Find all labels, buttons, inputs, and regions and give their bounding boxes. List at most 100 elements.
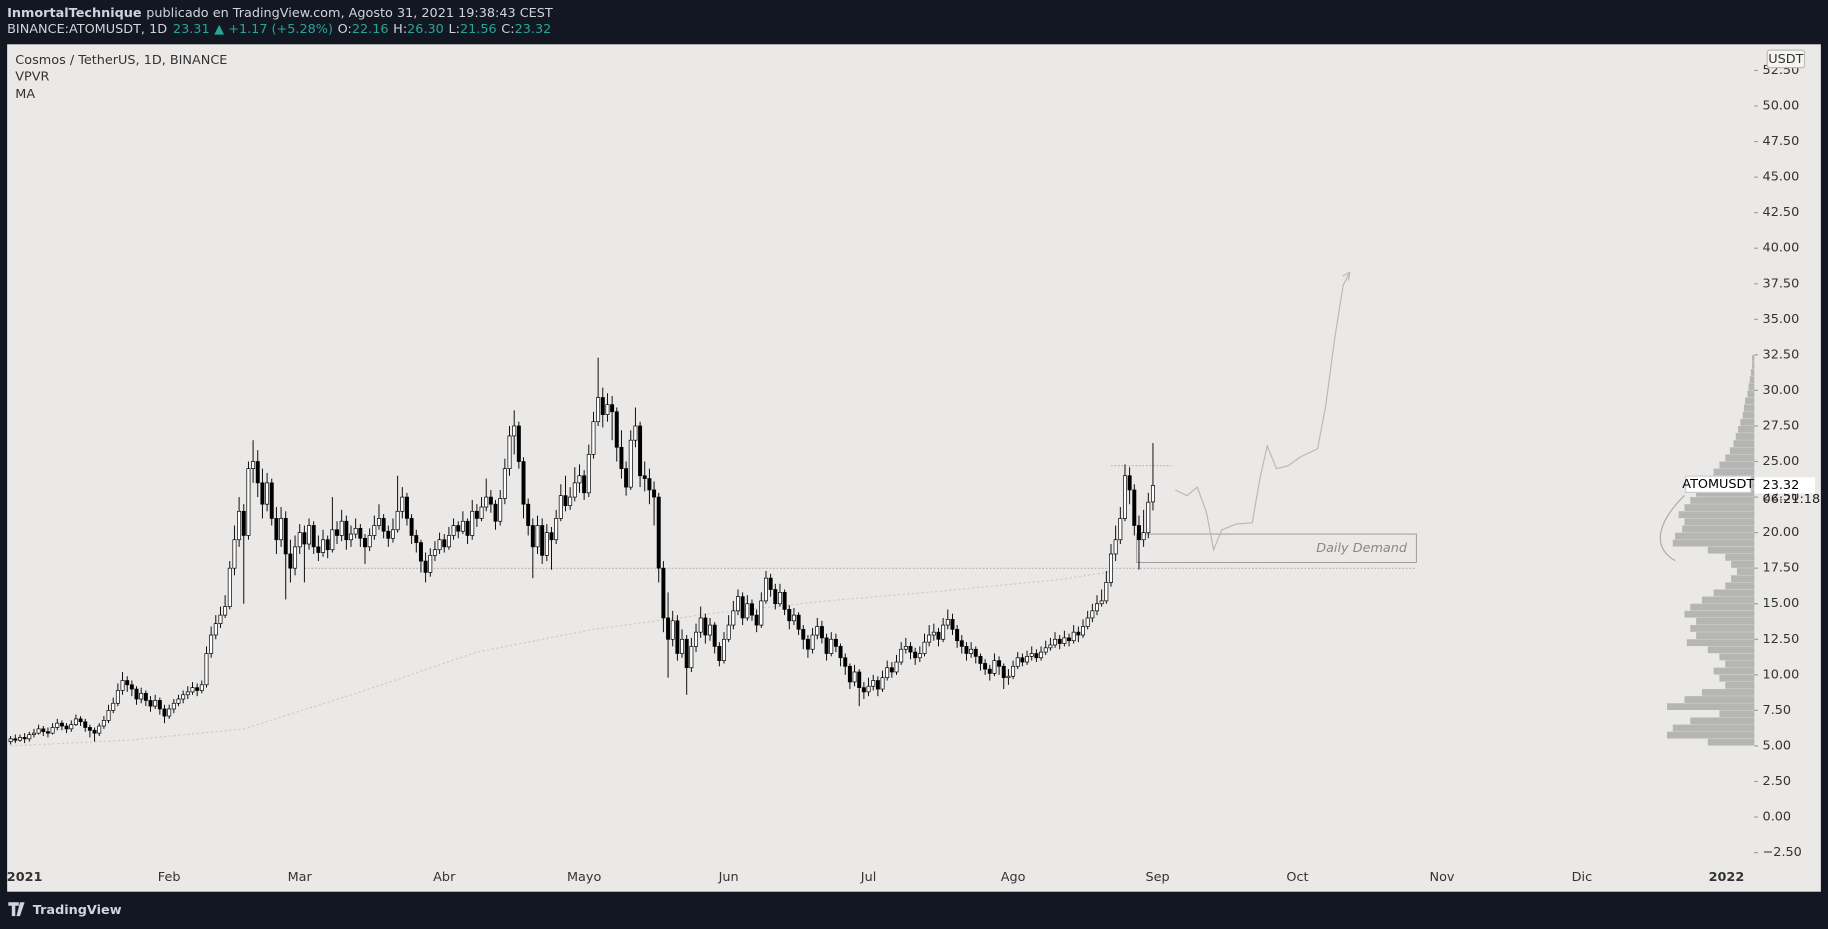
candle-body xyxy=(572,482,577,498)
candle-body xyxy=(959,640,964,647)
candle-body xyxy=(442,539,447,548)
candle-body xyxy=(1062,637,1067,644)
vpvr-bar xyxy=(1690,717,1755,725)
candle-body xyxy=(712,624,717,647)
candle-body xyxy=(596,397,601,423)
candle-body xyxy=(451,525,456,536)
vpvr-bar xyxy=(1713,589,1755,597)
y-tick-label: 5.00 xyxy=(1763,738,1792,753)
vpvr-bar xyxy=(1684,504,1755,511)
candle-body xyxy=(540,525,545,556)
candle-body xyxy=(288,553,293,569)
vpvr-bar xyxy=(1719,674,1755,682)
candle-body xyxy=(694,631,699,647)
candle-body xyxy=(670,620,675,640)
x-tick-label: Dic xyxy=(1572,870,1592,885)
candle-body xyxy=(1113,539,1118,555)
y-tick-label: 7.50 xyxy=(1763,703,1792,718)
candle-body xyxy=(507,435,512,469)
candle-body xyxy=(498,498,503,522)
candle-body xyxy=(628,439,633,488)
candle-body xyxy=(232,539,237,569)
candle-body xyxy=(139,692,144,700)
candle-body xyxy=(749,603,754,616)
candle-body xyxy=(297,532,302,548)
ohlc-label: O: xyxy=(338,22,352,37)
candle-body xyxy=(78,718,83,723)
indicator: VPVR xyxy=(15,69,49,84)
last-price: 23.31 xyxy=(173,22,210,37)
candle-body xyxy=(1136,525,1141,541)
vpvr-bar xyxy=(1696,632,1755,639)
candle-body xyxy=(1011,665,1016,677)
candle-body xyxy=(358,528,363,539)
candle-body xyxy=(293,546,298,569)
candle-body xyxy=(115,690,120,704)
countdown: 06:21:18 xyxy=(1763,492,1821,507)
candle-body xyxy=(428,555,433,573)
x-tick-label: Feb xyxy=(158,870,181,885)
candle-body xyxy=(1006,675,1011,679)
candle-body xyxy=(1085,617,1090,627)
candle-body xyxy=(120,680,125,691)
candle-body xyxy=(680,638,685,654)
candle-body xyxy=(1001,665,1006,679)
candle-body xyxy=(931,631,936,636)
candle-body xyxy=(955,628,960,642)
candle-body xyxy=(283,518,288,555)
candle-body xyxy=(805,638,810,650)
vpvr-bar xyxy=(1752,361,1755,369)
ohlc-label: C: xyxy=(501,22,514,37)
candle-body xyxy=(339,520,344,536)
candle-body xyxy=(871,680,876,687)
y-tick-label: −2.50 xyxy=(1763,845,1802,860)
candle-body xyxy=(27,734,32,740)
candle-body xyxy=(945,619,950,626)
candle-body xyxy=(1071,631,1076,642)
candle-body xyxy=(195,687,200,691)
candle-body xyxy=(782,592,787,610)
candle-body xyxy=(199,684,204,691)
candle-body xyxy=(1067,637,1072,642)
vpvr-bar xyxy=(1731,561,1755,568)
candle-body xyxy=(474,510,479,519)
candle-body xyxy=(885,667,890,679)
candle-body xyxy=(279,518,284,541)
candle-body xyxy=(1127,475,1132,491)
vpvr-bar xyxy=(1745,397,1755,405)
candle-body xyxy=(367,535,372,548)
candle-body xyxy=(1053,638,1058,646)
candle-body xyxy=(521,461,526,505)
y-tick-label: 45.00 xyxy=(1763,170,1800,185)
vpvr-bar xyxy=(1725,582,1755,590)
candle-body xyxy=(390,529,395,539)
candle-body xyxy=(176,698,181,704)
candle-body xyxy=(568,496,573,506)
vpvr-bar xyxy=(1686,639,1755,647)
candle-body xyxy=(666,617,671,640)
candle-body xyxy=(344,520,349,541)
vpvr-bar xyxy=(1690,497,1755,504)
candle-body xyxy=(656,496,661,569)
y-tick-label: 42.50 xyxy=(1763,205,1800,220)
vpvr-bar xyxy=(1719,461,1755,469)
currency-box[interactable] xyxy=(1766,49,1806,69)
candle-body xyxy=(768,577,773,590)
candle-body xyxy=(251,461,256,469)
header-line: InmortalTechnique publicado en TradingVie… xyxy=(7,5,553,20)
ohlc-value: 22.16 xyxy=(352,22,389,37)
y-tick-label: 40.00 xyxy=(1763,241,1800,256)
candle-body xyxy=(936,631,941,640)
candle-body xyxy=(456,525,461,532)
candle-body xyxy=(927,634,932,643)
candle-body xyxy=(899,648,904,663)
candle-body xyxy=(241,510,246,536)
candle-body xyxy=(652,489,657,498)
symbol-tag-box xyxy=(1685,475,1752,493)
candle-body xyxy=(512,425,517,437)
vpvr-bar xyxy=(1713,468,1755,476)
candle-body xyxy=(69,724,74,730)
candle-body xyxy=(153,700,158,707)
candle-body xyxy=(302,532,307,545)
